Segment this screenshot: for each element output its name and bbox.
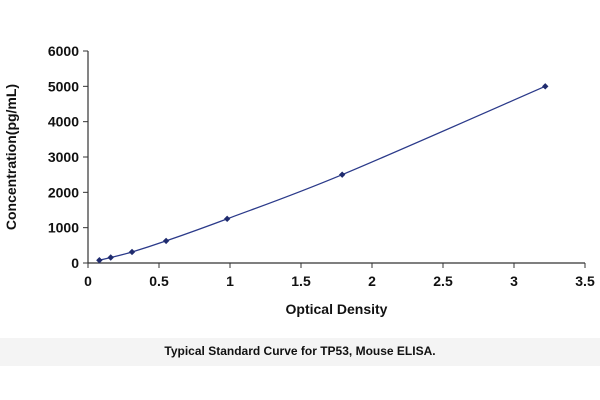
y-tick-label: 3000 <box>48 149 79 165</box>
data-point <box>162 237 170 245</box>
y-tick-label: 6000 <box>48 43 79 59</box>
x-tick-label: 3.5 <box>575 273 595 289</box>
data-point <box>107 254 114 261</box>
y-tick-label: 2000 <box>48 184 79 200</box>
y-tick-label: 0 <box>71 255 79 271</box>
y-tick-label: 5000 <box>48 78 79 94</box>
x-tick-labels: 0 0.5 1 1.5 2 2.5 3 3.5 <box>84 273 595 289</box>
data-point <box>96 257 103 264</box>
x-tick-label: 1 <box>226 273 234 289</box>
data-point <box>128 248 136 256</box>
y-tick-label: 1000 <box>48 220 79 236</box>
y-axis-title: Concentration(pg/mL) <box>3 84 19 230</box>
data-points <box>96 83 549 264</box>
x-tick-label: 0.5 <box>149 273 169 289</box>
x-tick-label: 0 <box>84 273 92 289</box>
figure-caption: Typical Standard Curve for TP53, Mouse E… <box>164 344 436 358</box>
data-point <box>338 171 346 178</box>
caption-band <box>0 338 600 366</box>
fit-curve-layer <box>99 85 546 261</box>
y-tick-label: 4000 <box>48 114 79 130</box>
axes <box>83 50 586 268</box>
x-tick-label: 2.5 <box>433 273 453 289</box>
x-tick-label: 3 <box>510 273 518 289</box>
data-point <box>542 83 549 90</box>
x-tick-label: 1.5 <box>291 273 311 289</box>
x-tick-label: 2 <box>368 273 376 289</box>
y-tick-labels: 0 1000 2000 3000 4000 5000 6000 <box>48 43 79 271</box>
data-point <box>223 215 231 223</box>
x-axis-title: Optical Density <box>286 301 388 317</box>
fit-curve <box>99 85 546 261</box>
